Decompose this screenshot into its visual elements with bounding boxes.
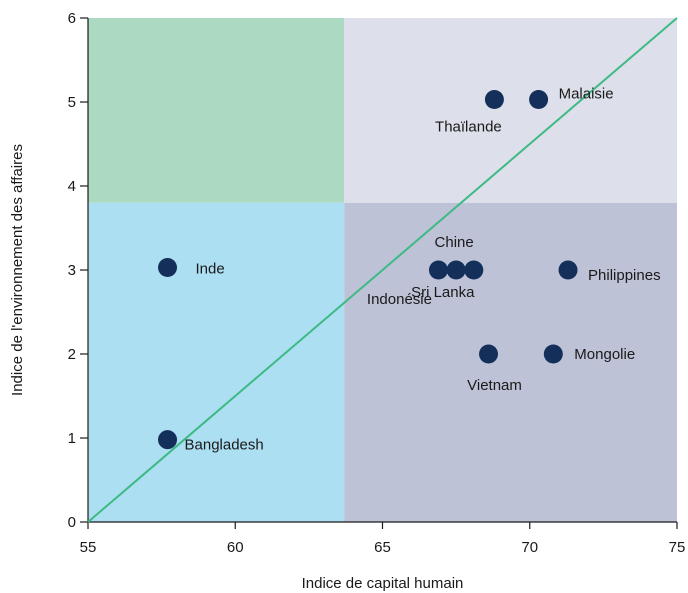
- x-tick-label: 55: [80, 539, 97, 556]
- x-tick-label: 60: [227, 539, 244, 556]
- point-label: Mongolie: [574, 346, 635, 363]
- y-tick-label: 4: [68, 178, 76, 195]
- point-label: Thaïlande: [435, 118, 502, 135]
- data-point: [558, 260, 578, 280]
- x-tick-label: 75: [669, 539, 686, 556]
- y-tick-label: 1: [68, 430, 76, 447]
- point-label: Sri Lanka: [411, 284, 475, 301]
- point-label: Philippines: [588, 267, 661, 284]
- data-points: [158, 89, 578, 450]
- x-tick-label: 65: [374, 539, 391, 556]
- data-point: [543, 344, 563, 364]
- y-tick-label: 6: [68, 10, 76, 27]
- quadrant-top-right: [344, 18, 677, 203]
- quadrant-backgrounds: [88, 18, 677, 523]
- y-tick-label: 3: [68, 262, 76, 279]
- axes: 0 1 2 3 4 5 6 55 60 65 70 75: [68, 10, 686, 556]
- y-axis-title: Indice de l'environnement des affaires: [9, 144, 26, 396]
- diagonal-line: [87, 17, 678, 523]
- point-label: Bangladesh: [185, 437, 264, 454]
- x-axis-title: Indice de capital humain: [302, 575, 464, 592]
- point-label: Inde: [196, 260, 225, 277]
- diagonal-line-group: [87, 17, 678, 523]
- point-label: Malaisie: [559, 85, 614, 102]
- data-point: [479, 344, 499, 364]
- x-tick-label: 70: [521, 539, 538, 556]
- data-point: [158, 430, 178, 450]
- point-label: Chine: [435, 234, 474, 251]
- data-point: [464, 260, 484, 280]
- data-point: [529, 89, 549, 109]
- data-point: [428, 260, 448, 280]
- data-point: [446, 260, 466, 280]
- point-label: Vietnam: [467, 377, 522, 394]
- data-point: [158, 257, 178, 277]
- quadrant-bottom-left: [88, 202, 345, 523]
- y-tick-label: 0: [68, 514, 76, 531]
- y-tick-label: 2: [68, 346, 76, 363]
- point-label: Indonésie: [367, 291, 432, 308]
- y-tick-label: 5: [68, 94, 76, 111]
- quadrant-top-left: [88, 18, 345, 203]
- data-point: [484, 89, 504, 109]
